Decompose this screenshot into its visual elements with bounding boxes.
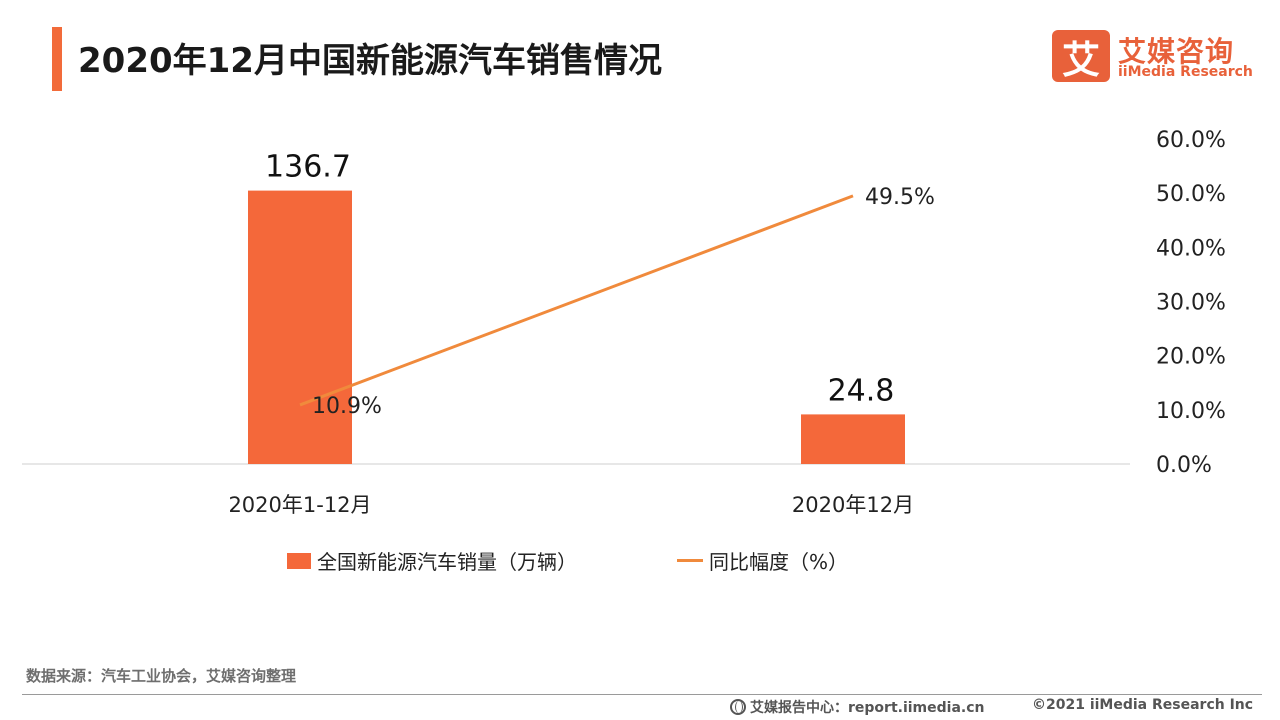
logo-name-cn: 艾媒咨询 [1118,35,1235,68]
legend-line-swatch [677,559,703,562]
right-axis: 0.0% 10.0% 20.0% 30.0% 40.0% 50.0% 60.0% [1156,128,1226,478]
right-axis-tick-label: 40.0% [1156,236,1226,261]
category-labels: 2020年1-12月 2020年12月 [228,493,914,517]
right-axis-tick-label: 20.0% [1156,345,1226,370]
line-series: 10.9% 49.5% [299,185,935,419]
bar [801,414,905,464]
footer-report-center-label: 艾媒报告中心：report.iimedia.cn [750,700,985,716]
line-data-label: 49.5% [865,185,935,210]
footer-divider [22,694,1262,695]
x-tick-label: 2020年1-12月 [228,493,371,517]
legend-line-item: 同比幅度（%） [677,546,848,575]
right-axis-tick-label: 30.0% [1156,291,1226,316]
right-axis-tick-label: 0.0% [1156,453,1212,478]
right-axis-tick-label: 50.0% [1156,182,1226,207]
data-source-note: 数据来源：汽车工业协会，艾媒咨询整理 [26,667,297,685]
logo-name-en: iiMedia Research [1118,64,1253,80]
line-data-label: 10.9% [312,394,382,419]
logo-mark-icon: 艾 [1052,30,1110,82]
bar-series: 136.7 24.8 [248,150,905,464]
title-accent-bar [52,27,62,91]
legend-bar-label: 全国新能源汽车销量（万辆） [317,550,577,574]
footer-copyright: ©2021 iiMedia Research Inc [1032,697,1254,713]
brand-logo: 艾 艾媒咨询 iiMedia Research [1052,30,1257,82]
page-title: 2020年12月中国新能源汽车销售情况 [78,41,662,81]
bar-data-label: 136.7 [265,150,351,185]
right-axis-tick-label: 60.0% [1156,128,1226,153]
legend-line-label: 同比幅度（%） [709,550,849,574]
legend-bar-item: 全国新能源汽车销量（万辆） [287,546,577,575]
x-tick-label: 2020年12月 [792,493,914,517]
bar-data-label: 24.8 [828,373,895,408]
footer-report-center: 艾媒报告中心：report.iimedia.cn [730,697,985,717]
line-path [299,194,854,407]
legend-bar-swatch [287,552,311,569]
bar [248,190,352,464]
globe-icon [730,699,746,715]
right-axis-tick-label: 10.0% [1156,399,1226,424]
